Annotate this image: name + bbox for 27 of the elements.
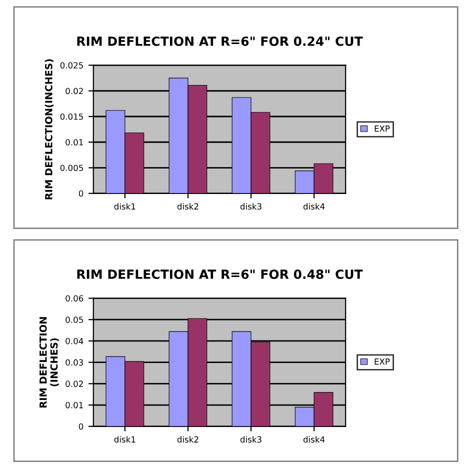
y-tick-label: 0.02 (66, 88, 83, 94)
chart-title: RIM DEFLECTION AT R=6" FOR 0.48" CUT (77, 270, 363, 279)
y-axis-title: RIM DEFLECTION (INCHES) (39, 317, 59, 408)
x-tick-label: disk1 (114, 203, 136, 210)
chart-title: RIM DEFLECTION AT R=6" FOR 0.24" CUT (77, 36, 363, 46)
x-tick-label: disk3 (240, 436, 262, 443)
y-tick-label: 0.05 (66, 316, 83, 323)
y-tick-label: 0.03 (66, 359, 84, 366)
x-tick-label: disk2 (177, 203, 198, 210)
y-tick-label: 0.025 (60, 62, 83, 69)
y-tick-label: 0.01 (66, 139, 83, 146)
y-tick-label: 0 (78, 423, 84, 430)
x-tick-label: disk4 (303, 203, 325, 210)
legend-label: EXP (374, 358, 390, 365)
y-tick-label: 0.04 (66, 338, 84, 344)
y-tick-label: 0.06 (66, 295, 84, 302)
y-tick-label: 0.015 (60, 113, 83, 120)
x-tick-label: disk1 (114, 436, 136, 443)
y-axis-title: RIM DEFLECTION(INCHES) (44, 59, 54, 200)
y-tick-label: 0 (78, 190, 84, 197)
y-tick-label: 0.01 (66, 402, 83, 408)
y-tick-label: 0.005 (60, 164, 83, 172)
legend-label: EXP (374, 126, 390, 132)
y-tick-label: 0.02 (66, 380, 83, 387)
x-tick-label: disk4 (303, 436, 325, 443)
x-tick-label: disk3 (240, 203, 262, 210)
x-tick-label: disk2 (177, 436, 198, 443)
